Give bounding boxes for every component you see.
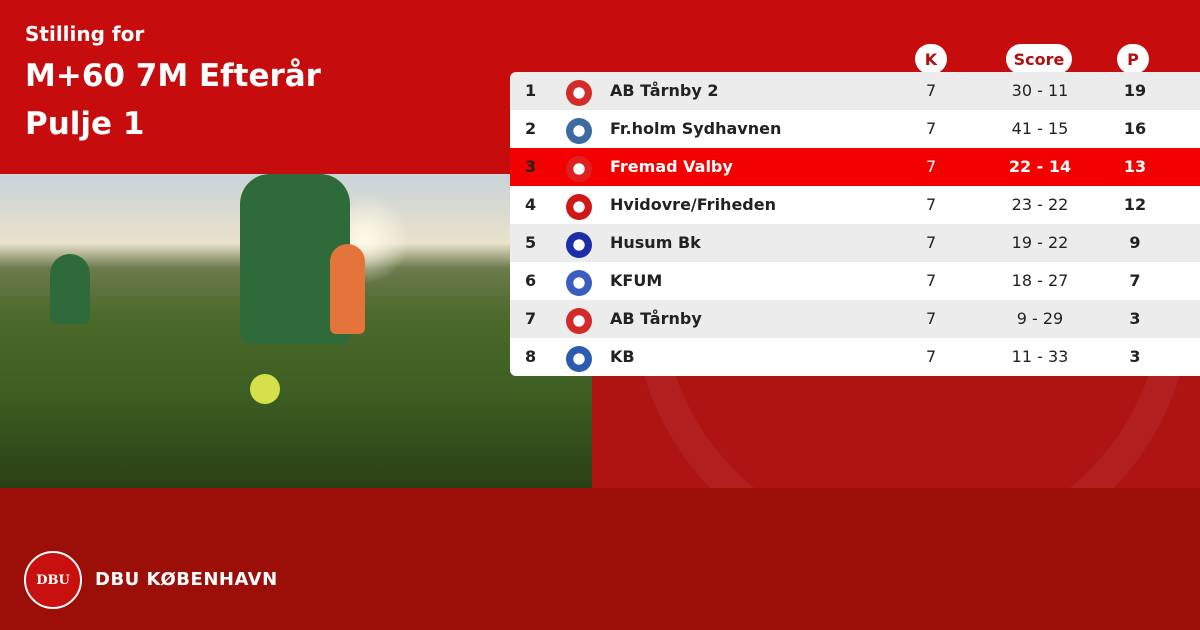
table-row[interactable]: 5 Husum Bk 7 19 - 22 9 xyxy=(510,224,1200,262)
matches-cell: 7 xyxy=(926,309,937,328)
table-row[interactable]: 4 Hvidovre/Friheden 7 23 - 22 12 xyxy=(510,186,1200,224)
rank-cell: 8 xyxy=(525,347,537,366)
column-header-p: P xyxy=(1117,44,1149,74)
rank-cell: 1 xyxy=(525,81,537,100)
score-cell: 41 - 15 xyxy=(1011,119,1069,138)
team-name: AB Tårnby 2 xyxy=(610,81,719,100)
rank-cell: 3 xyxy=(525,157,537,176)
team-logo-icon xyxy=(566,346,592,372)
column-header-score: Score xyxy=(1006,44,1072,74)
team-logo-icon xyxy=(566,308,592,334)
score-cell: 22 - 14 xyxy=(1008,157,1072,176)
ball xyxy=(250,374,280,404)
league-title: M+60 7M Efterår xyxy=(25,58,321,94)
rank-cell: 5 xyxy=(525,233,537,252)
score-cell: 11 - 33 xyxy=(1011,347,1069,366)
score-cell: 9 - 29 xyxy=(1016,309,1064,328)
matches-cell: 7 xyxy=(926,347,937,366)
team-name: Fremad Valby xyxy=(610,157,733,176)
table-row[interactable]: 1 AB Tårnby 2 7 30 - 11 19 xyxy=(510,72,1200,110)
pool-title: Pulje 1 xyxy=(25,106,145,142)
team-name: AB Tårnby xyxy=(610,309,702,328)
team-logo-icon xyxy=(566,80,592,106)
matches-cell: 7 xyxy=(926,157,937,176)
brand-name: DBU KØBENHAVN xyxy=(95,569,278,590)
player-figure xyxy=(50,254,90,324)
points-cell: 16 xyxy=(1123,119,1147,138)
football-photo xyxy=(0,174,592,488)
team-name: Fr.holm Sydhavnen xyxy=(610,119,782,138)
team-logo-icon xyxy=(566,118,592,144)
points-cell: 12 xyxy=(1123,195,1147,214)
rank-cell: 2 xyxy=(525,119,537,138)
rank-cell: 7 xyxy=(525,309,537,328)
team-name: Hvidovre/Friheden xyxy=(610,195,776,214)
matches-cell: 7 xyxy=(926,81,937,100)
team-logo-icon xyxy=(566,232,592,258)
rank-cell: 6 xyxy=(525,271,537,290)
points-cell: 19 xyxy=(1123,81,1147,100)
points-cell: 3 xyxy=(1129,309,1141,328)
table-row[interactable]: 8 KB 7 11 - 33 3 xyxy=(510,338,1200,376)
points-cell: 13 xyxy=(1123,157,1147,176)
matches-cell: 7 xyxy=(926,119,937,138)
points-cell: 9 xyxy=(1129,233,1141,252)
matches-cell: 7 xyxy=(926,271,937,290)
team-name: Husum Bk xyxy=(610,233,701,252)
team-logo-icon xyxy=(566,194,592,220)
points-cell: 3 xyxy=(1129,347,1141,366)
rank-cell: 4 xyxy=(525,195,537,214)
column-header-k: K xyxy=(915,44,947,74)
team-name: KFUM xyxy=(610,271,663,290)
team-logo-icon xyxy=(566,270,592,296)
team-name: KB xyxy=(610,347,635,366)
matches-cell: 7 xyxy=(926,233,937,252)
matches-cell: 7 xyxy=(926,195,937,214)
points-cell: 7 xyxy=(1129,271,1141,290)
table-row[interactable]: 2 Fr.holm Sydhavnen 7 41 - 15 16 xyxy=(510,110,1200,148)
standings-table: 1 AB Tårnby 2 7 30 - 11 19 2 Fr.holm Sydhavnen… xyxy=(510,72,1200,376)
score-cell: 18 - 27 xyxy=(1011,271,1069,290)
team-logo-icon xyxy=(566,156,592,182)
table-row[interactable]: 3 Fremad Valby 7 22 - 14 13 xyxy=(510,148,1200,186)
score-cell: 23 - 22 xyxy=(1011,195,1069,214)
table-row[interactable]: 7 AB Tårnby 7 9 - 29 3 xyxy=(510,300,1200,338)
score-cell: 30 - 11 xyxy=(1011,81,1069,100)
title-prefix: Stilling for xyxy=(25,22,145,46)
player-figure xyxy=(330,244,365,334)
score-cell: 19 - 22 xyxy=(1011,233,1069,252)
table-row[interactable]: 6 KFUM 7 18 - 27 7 xyxy=(510,262,1200,300)
dbu-seal-logo: DBU xyxy=(24,551,82,609)
